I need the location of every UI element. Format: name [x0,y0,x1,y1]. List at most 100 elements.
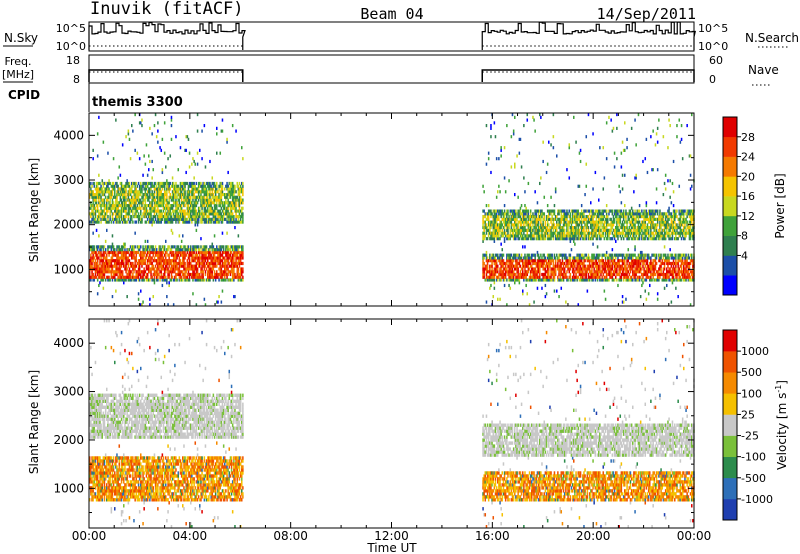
data-pixel [209,264,211,268]
data-pixel [93,264,96,268]
data-pixel [129,253,132,257]
data-pixel [587,228,590,232]
data-pixel [146,204,149,208]
data-pixel [588,267,591,271]
data-pixel [124,250,126,255]
data-pixel [193,193,195,197]
data-pixel [179,259,182,263]
data-pixel [98,272,100,277]
data-pixel [199,148,201,152]
data-pixel [219,256,222,260]
data-pixel [175,135,177,139]
data-pixel [512,259,515,263]
data-pixel [115,250,117,255]
data-pixel [487,204,490,208]
data-pixel [124,248,126,252]
data-pixel [507,231,509,235]
data-pixel [520,204,523,208]
data-pixel [123,264,125,268]
data-pixel [102,217,105,221]
data-pixel [125,204,127,208]
data-pixel [599,264,601,268]
data-pixel [125,278,127,282]
data-pixel [144,209,147,213]
data-pixel [90,264,92,268]
data-pixel [144,195,147,199]
data-pixel [101,198,104,202]
data-pixel [110,195,113,199]
data-pixel [144,256,147,260]
data-pixel [544,272,547,277]
data-pixel [176,195,178,199]
data-pixel [137,267,140,271]
data-pixel [143,154,145,158]
data-pixel [138,204,141,208]
data-pixel [558,256,560,260]
data-pixel [207,259,209,263]
data-pixel [220,195,223,199]
data-pixel [110,248,113,252]
data-pixel [561,256,564,260]
data-pixel [159,146,161,150]
data-pixel [104,215,107,219]
data-pixel [497,278,499,282]
data-pixel [131,245,133,249]
data-pixel [129,220,132,224]
data-pixel [92,212,94,216]
data-pixel [218,278,220,282]
data-pixel [92,256,94,260]
data-pixel [136,204,139,208]
data-pixel [144,198,147,202]
data-pixel [526,118,529,122]
data-pixel [93,275,96,279]
data-pixel [217,300,219,304]
data-pixel [160,220,163,224]
data-pixel [119,190,122,194]
data-pixel [231,181,234,186]
data-pixel [497,264,499,268]
data-pixel [103,256,106,260]
data-pixel [158,267,160,271]
data-pixel [525,283,527,288]
data-pixel [600,223,602,227]
data-pixel [123,256,125,260]
data-pixel [109,198,111,202]
data-pixel [112,272,115,277]
data-pixel [150,181,152,186]
data-pixel [95,195,98,199]
data-pixel [150,184,152,188]
data-pixel [195,204,198,208]
data-pixel [94,195,97,199]
data-pixel [163,195,166,199]
data-pixel [553,289,556,293]
data-pixel [573,267,575,271]
data-pixel [116,259,118,263]
data-pixel [153,220,156,224]
data-pixel [112,181,115,186]
data-pixel [239,259,242,263]
data-pixel [504,272,507,277]
data-pixel [91,270,93,274]
data-pixel [94,201,97,205]
data-pixel [499,237,501,241]
data-pixel [152,278,155,282]
data-pixel [487,157,490,161]
data-pixel [233,256,235,260]
data-pixel [184,250,186,255]
data-pixel [100,209,102,213]
data-pixel [127,248,130,252]
data-pixel [213,201,216,205]
data-pixel [143,209,145,213]
data-pixel [585,228,588,232]
data-pixel [101,179,104,183]
data-pixel [108,275,110,279]
data-pixel [573,272,575,277]
data-pixel [124,201,126,205]
data-pixel [487,234,490,238]
data-pixel [568,143,571,147]
data-pixel [145,212,148,216]
data-pixel [102,270,105,274]
data-pixel [184,264,186,268]
data-pixel [207,195,209,199]
data-pixel [490,135,492,139]
